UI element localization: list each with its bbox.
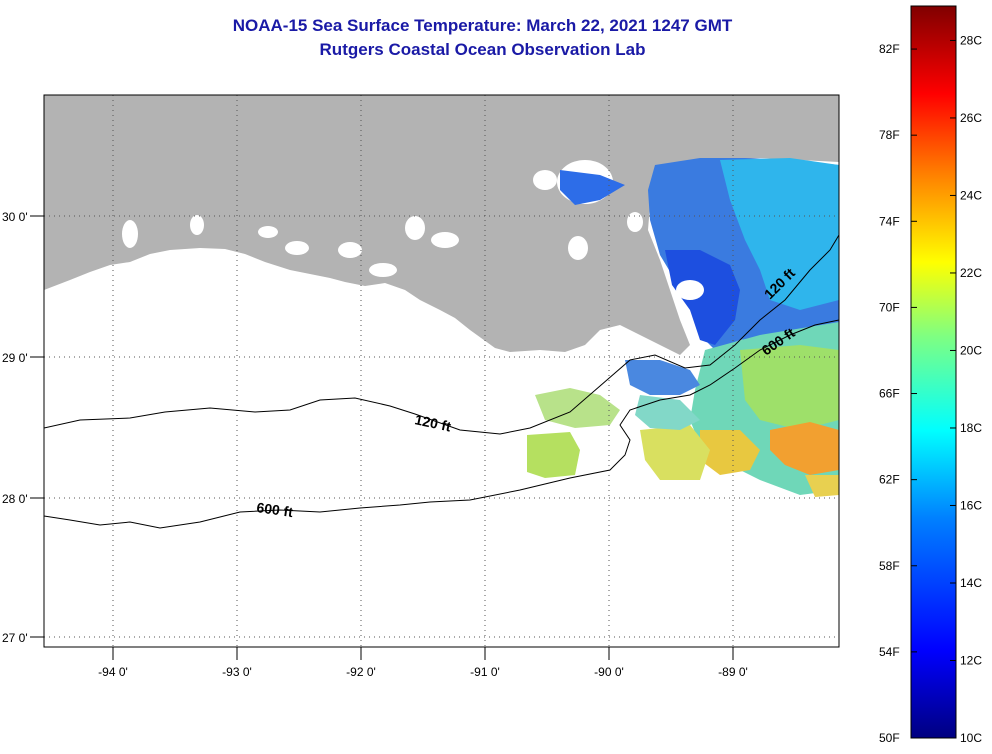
contour-600ft bbox=[44, 319, 839, 529]
colorbar-c-label: 12C bbox=[960, 653, 982, 667]
colorbar-f-label: 66F bbox=[879, 387, 900, 401]
sst-data bbox=[527, 158, 839, 497]
lon-label: -90 0' bbox=[594, 665, 624, 679]
contour-label: 600 ft bbox=[256, 499, 295, 520]
colorbar-c-label: 24C bbox=[960, 188, 982, 202]
lon-label: -92 0' bbox=[346, 665, 376, 679]
colorbar bbox=[910, 5, 957, 739]
colorbar-c-label: 26C bbox=[960, 111, 982, 125]
colorbar-f-label: 78F bbox=[879, 128, 900, 142]
colorbar-c-label: 14C bbox=[960, 576, 982, 590]
lon-label: -89 0' bbox=[718, 665, 748, 679]
lat-label: 30 0' bbox=[2, 210, 28, 224]
lat-label: 28 0' bbox=[2, 492, 28, 506]
map-frame bbox=[43, 94, 840, 648]
colorbar-celsius-labels: 28C 26C 24C 22C 20C 18C 16C 14C 12C 10C bbox=[960, 33, 982, 745]
colorbar-c-label: 20C bbox=[960, 343, 982, 357]
contour-label: 120 ft bbox=[413, 411, 452, 434]
colorbar-c-label: 18C bbox=[960, 421, 982, 435]
colorbar-c-label: 10C bbox=[960, 731, 982, 745]
colorbar-c-label: 16C bbox=[960, 498, 982, 512]
chart-subtitle: Rutgers Coastal Ocean Observation Lab bbox=[319, 40, 646, 59]
lat-label: 29 0' bbox=[2, 351, 28, 365]
colorbar-ticks bbox=[911, 39, 956, 739]
lon-label: -91 0' bbox=[470, 665, 500, 679]
colorbar-f-label: 82F bbox=[879, 42, 900, 56]
colorbar-f-label: 58F bbox=[879, 559, 900, 573]
grid-lines bbox=[44, 95, 839, 647]
colorbar-c-label: 28C bbox=[960, 33, 982, 47]
chart-title: NOAA-15 Sea Surface Temperature: March 2… bbox=[232, 16, 733, 35]
colorbar-f-label: 62F bbox=[879, 473, 900, 487]
lat-label: 27 0' bbox=[2, 631, 28, 645]
lon-label: -94 0' bbox=[98, 665, 128, 679]
colorbar-f-label: 50F bbox=[879, 731, 900, 745]
lon-label: -93 0' bbox=[222, 665, 252, 679]
colorbar-c-label: 22C bbox=[960, 266, 982, 280]
land-area bbox=[44, 95, 839, 355]
colorbar-f-label: 54F bbox=[879, 645, 900, 659]
colorbar-f-label: 70F bbox=[879, 300, 900, 314]
colorbar-fahrenheit-labels: 82F 78F 74F 70F 66F 62F 58F 54F 50F bbox=[879, 42, 900, 745]
colorbar-f-label: 74F bbox=[879, 214, 900, 228]
axis-ticks bbox=[30, 215, 734, 660]
contour-120ft bbox=[44, 234, 839, 435]
